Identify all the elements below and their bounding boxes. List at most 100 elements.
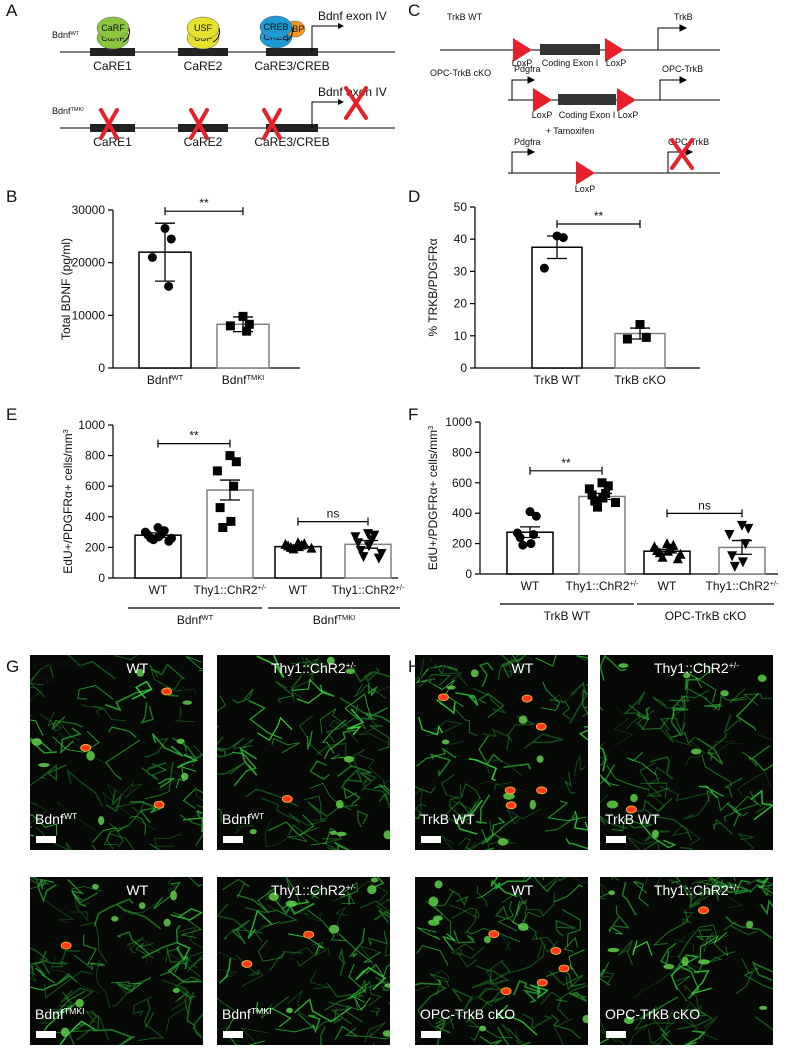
element-label: CaRE1 xyxy=(93,59,132,73)
group-label: OPC-TrkB cKO xyxy=(665,609,747,623)
image-texture xyxy=(30,877,203,1045)
process-fiber xyxy=(475,794,491,825)
process-fiber xyxy=(703,703,722,710)
process-fiber xyxy=(30,877,49,887)
process-fiber xyxy=(757,734,773,741)
process-fiber xyxy=(355,966,387,991)
gene-label: Bdnf exon IV xyxy=(318,85,387,99)
process-fiber xyxy=(76,1009,98,1041)
image-title-part: Thy1::ChR2 xyxy=(654,660,729,676)
y-axis-label: EdU+/PDGFRα+ cells/mm3 xyxy=(61,429,76,573)
process-fiber xyxy=(51,715,83,731)
process-fiber xyxy=(465,996,506,1024)
panel-letter: F xyxy=(408,405,418,424)
process-fiber xyxy=(309,760,331,780)
data-point xyxy=(531,511,541,521)
process-fiber xyxy=(368,682,378,697)
process-fiber xyxy=(554,877,588,883)
process-fiber xyxy=(225,1017,265,1045)
process-fiber xyxy=(425,720,464,737)
process-fiber xyxy=(575,655,588,661)
x-tick-label-part: WT xyxy=(289,583,308,597)
process-fiber xyxy=(236,887,276,914)
significance-label: ** xyxy=(561,456,571,470)
process-fiber xyxy=(544,813,576,832)
y-tick-label: 1000 xyxy=(445,415,472,429)
image-texture xyxy=(217,655,390,850)
process-fiber xyxy=(652,909,689,946)
process-fiber xyxy=(628,837,660,850)
cell-body xyxy=(618,663,629,668)
data-point xyxy=(743,523,754,534)
process-fiber xyxy=(418,674,452,688)
cell-body xyxy=(698,959,710,965)
process-fiber xyxy=(495,877,532,890)
data-point xyxy=(558,233,568,243)
process-fiber xyxy=(613,706,634,747)
scale-bar xyxy=(36,836,56,843)
process-fiber xyxy=(476,965,510,986)
process-fiber xyxy=(40,764,67,781)
y-tick-label: 40 xyxy=(454,232,468,246)
cross-stroke xyxy=(262,108,282,140)
process-fiber xyxy=(683,884,701,909)
process-fiber xyxy=(144,737,169,758)
group-label-part: TMKI xyxy=(337,613,355,622)
x-tick-label-part: Thy1::ChR2 xyxy=(566,579,630,593)
x-tick-label-part: TrkB WT xyxy=(534,373,582,387)
process-fiber xyxy=(714,741,744,754)
y-tick-label: 1000 xyxy=(78,418,105,432)
process-fiber xyxy=(636,706,650,721)
data-point xyxy=(737,557,748,568)
process-fiber xyxy=(176,941,191,961)
process-fiber xyxy=(606,765,649,791)
loxp-site xyxy=(533,88,552,112)
process-fiber xyxy=(689,970,712,996)
process-fiber xyxy=(172,911,202,938)
edu-nucleus xyxy=(303,930,315,939)
process-fiber xyxy=(542,877,569,889)
process-fiber xyxy=(608,926,623,935)
process-fiber xyxy=(271,737,301,754)
image-genotype-part: OPC-TrkB cKO xyxy=(420,1006,515,1022)
cross-stroke xyxy=(99,108,119,140)
data-point xyxy=(525,507,535,517)
image-genotype: BdnfWT xyxy=(35,811,78,827)
data-point xyxy=(350,532,361,543)
process-fiber xyxy=(188,877,203,887)
process-fiber xyxy=(361,980,382,1007)
data-point xyxy=(518,540,528,550)
process-fiber xyxy=(177,926,203,949)
element-label: CaRE3/CREB xyxy=(254,59,329,73)
process-fiber xyxy=(497,900,518,932)
process-fiber xyxy=(415,985,431,992)
edu-nucleus xyxy=(281,795,293,803)
process-fiber xyxy=(611,877,614,881)
y-tick-label: 200 xyxy=(85,540,105,554)
data-point xyxy=(306,542,317,553)
process-fiber xyxy=(540,681,560,711)
process-fiber xyxy=(56,801,98,832)
process-fiber xyxy=(348,963,368,999)
x-tick-label-part: Bdnf xyxy=(147,373,172,387)
process-fiber xyxy=(545,968,586,988)
process-fiber xyxy=(359,900,390,913)
process-fiber xyxy=(625,820,653,829)
data-point xyxy=(149,535,158,545)
cell-body xyxy=(382,1030,390,1037)
process-fiber xyxy=(372,877,385,889)
process-fiber xyxy=(328,1001,352,1025)
process-fiber xyxy=(347,979,367,1000)
panel-letter: E xyxy=(6,405,17,424)
process-fiber xyxy=(453,1010,480,1028)
element-box xyxy=(266,48,318,56)
process-fiber xyxy=(503,763,532,770)
process-fiber xyxy=(165,948,201,977)
cell-body xyxy=(623,1016,635,1025)
process-fiber xyxy=(231,919,250,945)
process-fiber xyxy=(54,732,108,765)
process-fiber xyxy=(30,776,46,786)
process-fiber xyxy=(472,687,506,714)
cell-body xyxy=(497,838,509,846)
process-fiber xyxy=(701,1014,719,1041)
